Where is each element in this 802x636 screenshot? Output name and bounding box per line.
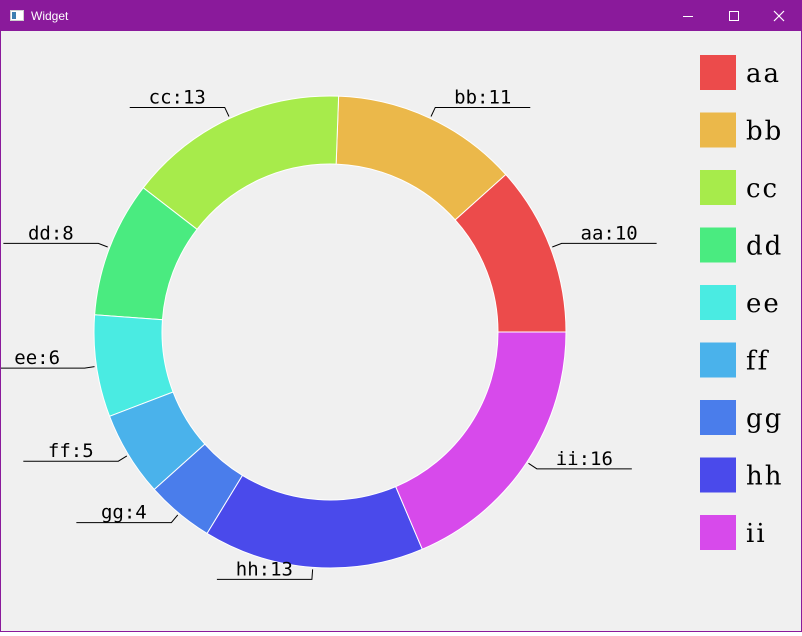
legend-label-aa: aa [746,59,781,89]
legend-label-gg: gg [746,404,783,434]
legend-swatch-bb [700,112,736,148]
maximize-button[interactable] [711,1,757,31]
title-bar[interactable]: Widget [1,1,801,31]
slice-label-line-hh [216,569,314,580]
slice-label-line-cc [129,106,230,117]
slice-label-line-bb [430,106,531,117]
legend-label-cc: cc [746,174,779,204]
maximize-icon [729,11,739,21]
minimize-icon [683,16,693,17]
legend-swatch-dd [700,227,736,263]
minimize-button[interactable] [665,1,711,31]
slice-cc [142,95,340,231]
close-button[interactable] [756,1,802,31]
close-icon [773,10,785,22]
slice-label-hh: hh:13 [236,558,293,580]
slice-label-bb: bb:11 [454,86,511,108]
slice-label-line-ee [0,366,95,369]
legend-swatch-ee [700,285,736,320]
legend-label-dd: dd [746,232,783,262]
slice-label-ii: ii:16 [556,448,613,470]
slice-label-dd: dd:8 [28,222,74,244]
slice-label-aa: aa:10 [581,222,638,244]
legend-swatch-hh [700,457,736,493]
slice-label-cc: cc:13 [149,86,206,108]
slice-label-ee: ee:6 [14,347,60,369]
slice-label-line-gg [76,514,179,524]
legend-swatch-gg [700,400,736,435]
slice-label-line-ii [528,462,632,470]
slice-hh [206,474,423,569]
legend-swatch-ff [700,342,736,378]
slice-label-line-ff [23,455,128,462]
window-title: Widget [31,9,69,23]
legend-label-bb: bb [746,117,783,147]
app-icon [10,10,24,21]
slice-label-ff: ff:5 [48,440,94,462]
legend-swatch-aa [700,55,736,90]
legend-label-ff: ff [746,347,770,377]
slice-label-gg: gg:4 [101,502,147,524]
slice-label-line-aa [552,242,657,248]
donut-chart: aa:10 bb:11 cc:13 dd:8 ee:6 ff:5 gg:4 hh:13 ii:1… [0,55,784,580]
slice-ii [395,331,567,550]
legend-swatch-ii [700,515,736,550]
chart-area: aa:10 bb:11 cc:13 dd:8 ee:6 ff:5 gg:4 hh:13 ii:1… [0,31,801,631]
legend-label-ii: ii [746,519,767,549]
legend-label-ee: ee [746,289,781,319]
legend-label-hh: hh [746,462,784,492]
slice-label-line-dd [3,242,108,248]
legend-swatch-cc [700,170,736,205]
